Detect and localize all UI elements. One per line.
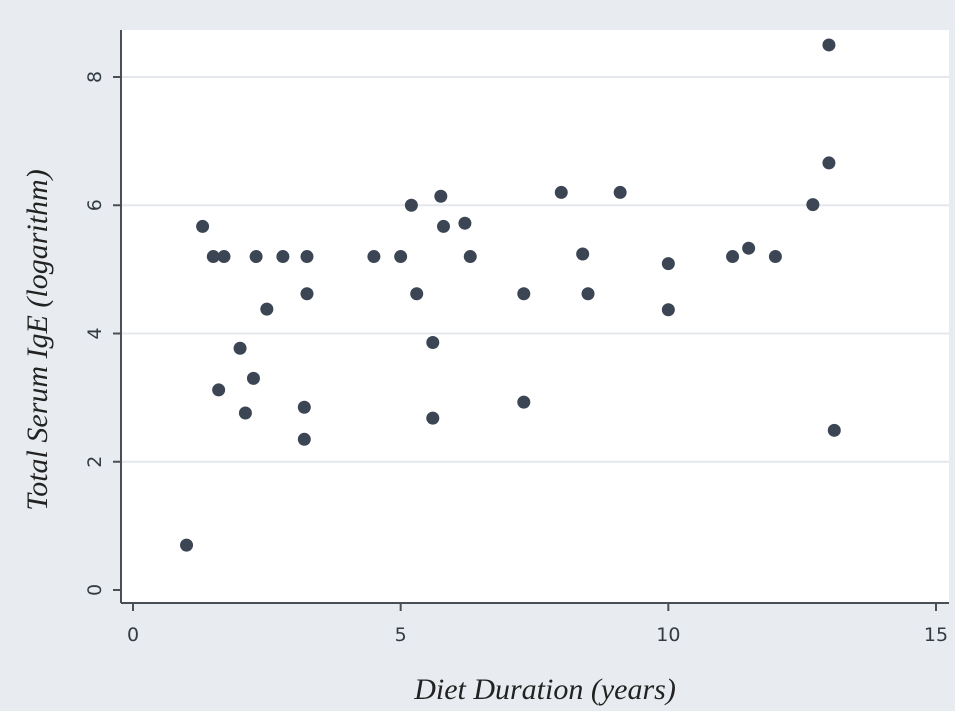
data-point: [434, 189, 448, 203]
data-point: [768, 250, 782, 264]
data-point: [246, 371, 260, 385]
x-tick-label: 5: [395, 624, 407, 646]
data-point: [436, 219, 450, 233]
x-tick-label: 0: [127, 624, 139, 646]
data-point: [458, 216, 472, 230]
data-point: [517, 287, 531, 301]
data-point: [426, 335, 440, 349]
data-point: [742, 241, 756, 255]
data-point: [806, 198, 820, 212]
data-point: [297, 400, 311, 414]
plot-area: [121, 30, 949, 603]
data-point: [249, 250, 263, 264]
data-point: [661, 303, 675, 317]
ticks: 0 5 10 15 0 2 4 6 8: [84, 71, 948, 646]
data-point: [297, 432, 311, 446]
data-point: [180, 538, 194, 552]
data-point: [410, 287, 424, 301]
data-point: [212, 383, 226, 397]
data-point: [276, 250, 290, 264]
data-point: [367, 250, 381, 264]
data-point: [726, 250, 740, 264]
axes: [120, 30, 949, 604]
data-point: [196, 219, 210, 233]
y-tick-label: 2: [84, 456, 106, 468]
data-point: [233, 341, 247, 355]
y-axis-title: Total Serum IgE (logarithm): [21, 169, 54, 510]
data-point: [217, 250, 231, 264]
data-point: [260, 302, 274, 316]
data-point: [394, 250, 408, 264]
data-point: [827, 423, 841, 437]
data-point: [404, 198, 418, 212]
x-axis-title: Diet Duration (years): [413, 673, 676, 706]
data-point: [238, 406, 252, 420]
data-point: [300, 287, 314, 301]
y-tick-label: 4: [84, 327, 106, 339]
data-point: [517, 395, 531, 409]
data-point: [300, 250, 314, 264]
data-point: [554, 185, 568, 199]
y-tick-label: 8: [84, 71, 106, 83]
y-tick-label: 6: [84, 199, 106, 211]
data-point: [661, 257, 675, 271]
data-point: [613, 185, 627, 199]
x-tick-label: 15: [924, 624, 948, 646]
data-point: [206, 250, 220, 264]
data-point: [581, 287, 595, 301]
data-point: [822, 38, 836, 52]
y-tick-label: 0: [84, 584, 106, 596]
data-points: [180, 38, 841, 552]
data-point: [426, 411, 440, 425]
x-tick-label: 10: [656, 624, 680, 646]
data-point: [576, 247, 590, 261]
data-point: [822, 156, 836, 170]
data-point: [463, 250, 477, 264]
